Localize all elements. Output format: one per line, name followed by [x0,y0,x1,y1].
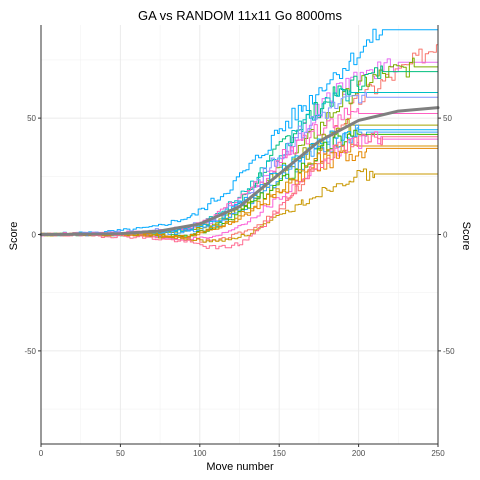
y-tick-label-left: 50 [27,114,36,123]
x-axis-label: Move number [206,461,274,473]
x-tick-label: 0 [39,449,44,458]
x-tick-label: 200 [352,449,366,458]
grid [40,25,439,444]
y-axis-label-left: Score [8,222,20,251]
x-tick-label: 50 [116,449,125,458]
x-tick-label: 250 [431,449,445,458]
y-tick-label-right: 0 [443,231,448,240]
tick-labels: 0 50 100 150 200 250 -50 -50 0 0 50 50 [24,114,455,458]
x-tick-label: 150 [273,449,287,458]
series-line [41,132,438,250]
trend-line-path [39,106,440,236]
chart-title: GA vs RANDOM 11x11 Go 8000ms [138,8,342,23]
trend-line [39,106,440,236]
x-tick-label: 100 [193,449,207,458]
series-line [41,147,438,239]
y-axis-label-right: Score [460,222,472,251]
y-tick-label-right: -50 [443,347,455,356]
y-tick-label-left: -50 [24,347,36,356]
y-tick-label-right: 50 [443,114,452,123]
y-tick-label-left: 0 [32,231,37,240]
